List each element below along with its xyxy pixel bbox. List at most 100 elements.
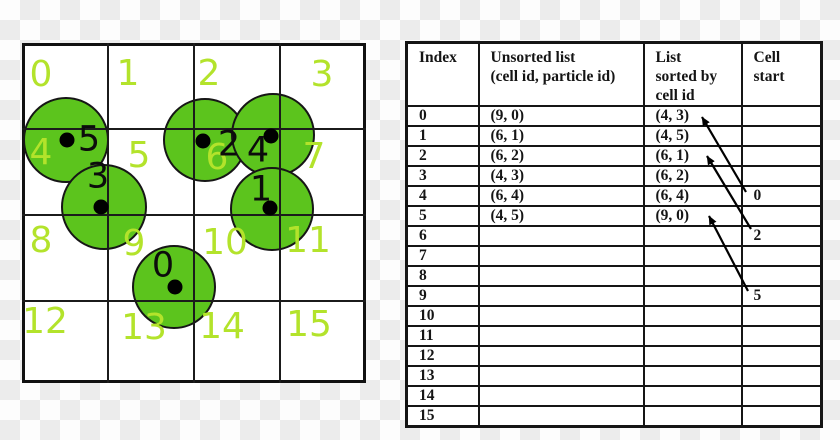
cell-cell-start: 2: [740, 225, 823, 247]
cell-unsorted: [477, 245, 645, 267]
cell-lookup-table: Index Unsorted list (cell id, particle i…: [405, 41, 823, 428]
cell-cell-start: [740, 345, 823, 367]
cell-id-label: 4: [29, 132, 53, 173]
cell-index: 12: [405, 345, 480, 367]
lookup-table-body: 0 (9, 0) (4, 3) 1 (6, 1) (4, 5) 2 (6, 2) (6, 1) 3…: [405, 105, 823, 428]
cell-id-label: 10: [202, 222, 248, 263]
cell-unsorted: (6, 1): [477, 125, 645, 147]
cell-unsorted: [477, 305, 645, 327]
cell-cell-start: [740, 405, 823, 428]
cell-id-label: 15: [286, 304, 332, 345]
grid-line: [22, 128, 366, 130]
cell-unsorted: (4, 3): [477, 165, 645, 187]
particle-id-label: 0: [151, 245, 175, 286]
table-row: 0 (9, 0) (4, 3): [405, 105, 823, 127]
particle-id-label: 1: [249, 169, 273, 210]
cell-cell-start: [740, 385, 823, 407]
cell-index: 10: [405, 305, 480, 327]
cell-id-label: 6: [205, 137, 229, 178]
cell-sorted: [642, 405, 743, 428]
cell-sorted: [642, 305, 743, 327]
particle-dot: [59, 132, 75, 148]
cell-sorted: (6, 1): [642, 145, 743, 167]
cell-id-label: 5: [127, 135, 151, 176]
cell-sorted: [642, 225, 743, 247]
cell-cell-start: [740, 265, 823, 287]
cell-unsorted: [477, 405, 645, 428]
cell-id-label: 1: [116, 53, 140, 94]
table-row: 1 (6, 1) (4, 5): [405, 125, 823, 147]
cell-sorted: (4, 5): [642, 125, 743, 147]
table-row: 10: [405, 305, 823, 327]
cell-sorted: [642, 385, 743, 407]
particle-dot: [93, 199, 109, 215]
col-header-index: Index: [405, 41, 480, 107]
cell-cell-start: [740, 205, 823, 227]
cell-id-label: 11: [285, 220, 331, 261]
grid-line: [22, 214, 366, 216]
cell-id-label: 0: [29, 54, 53, 95]
cell-cell-start: [740, 145, 823, 167]
cell-sorted: [642, 285, 743, 307]
grid-line: [193, 43, 195, 383]
cell-index: 1: [405, 125, 480, 147]
col-header-cell-start: Cell start: [740, 41, 823, 107]
cell-id-label: 12: [22, 301, 68, 342]
grid-line: [107, 43, 109, 383]
particle-dot: [262, 200, 278, 216]
cell-index: 0: [405, 105, 480, 127]
table-row: 4 (6, 4) (6, 4) 0: [405, 185, 823, 207]
cell-index: 11: [405, 325, 480, 347]
cell-index: 3: [405, 165, 480, 187]
particle-dot: [167, 279, 183, 295]
table-row: 14: [405, 385, 823, 407]
cell-index: 6: [405, 225, 480, 247]
table-header-row: Index Unsorted list (cell id, particle i…: [405, 41, 823, 107]
cell-sorted: (6, 4): [642, 185, 743, 207]
cell-cell-start: [740, 365, 823, 387]
particle-id-label: 5: [77, 119, 101, 160]
cell-id-label: 14: [199, 306, 245, 347]
table-row: 12: [405, 345, 823, 367]
table-row: 8: [405, 265, 823, 287]
cell-cell-start: [740, 165, 823, 187]
cell-id-label: 7: [302, 136, 326, 177]
cell-id-label: 2: [197, 53, 221, 94]
cell-sorted: [642, 365, 743, 387]
table-row: 2 (6, 2) (6, 1): [405, 145, 823, 167]
table-row: 7: [405, 245, 823, 267]
table-row: 13: [405, 365, 823, 387]
particle-id-label: 2: [217, 124, 241, 165]
cell-sorted: (9, 0): [642, 205, 743, 227]
cell-unsorted: [477, 325, 645, 347]
cell-unsorted: [477, 265, 645, 287]
cell-id-label: 13: [121, 307, 167, 348]
cell-index: 9: [405, 285, 480, 307]
col-header-sorted-list: List sorted by cell id: [642, 41, 743, 107]
cell-index: 15: [405, 405, 480, 428]
cell-unsorted: (4, 5): [477, 205, 645, 227]
cell-index: 13: [405, 365, 480, 387]
cell-unsorted: (6, 2): [477, 145, 645, 167]
table-row: 11: [405, 325, 823, 347]
particle-id-label: 4: [246, 130, 270, 171]
cell-unsorted: [477, 285, 645, 307]
cell-id-label: 8: [29, 220, 53, 261]
cell-id-label: 3: [310, 54, 334, 95]
cell-sorted: [642, 325, 743, 347]
cell-index: 2: [405, 145, 480, 167]
cell-index: 4: [405, 185, 480, 207]
cell-index: 14: [405, 385, 480, 407]
grid-line: [22, 300, 366, 302]
cell-index: 7: [405, 245, 480, 267]
cell-id-label: 9: [122, 223, 146, 264]
cell-unsorted: [477, 225, 645, 247]
cell-unsorted: [477, 365, 645, 387]
